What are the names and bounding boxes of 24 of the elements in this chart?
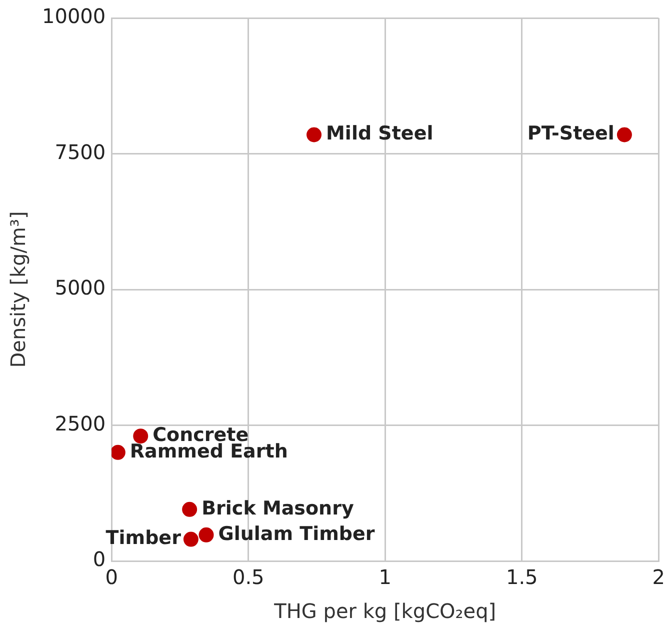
annotation: Mild Steel [326,122,434,145]
x-tick-label: 1.5 [506,565,538,590]
x-tick-label: 2 [652,565,666,590]
y-tick-label: 10000 [42,4,106,28]
point [182,502,198,517]
point [616,127,632,142]
point [133,428,148,444]
point [112,444,126,460]
x-axis-title: THG per kg [kgCO₂eq] [273,599,496,624]
y-tick-label: 7500 [54,140,106,164]
y-tick-label: 2500 [54,411,106,436]
point [183,532,198,547]
annotation: Rammed Earth [130,440,288,462]
y-axis-title: Density [kg/m³] [6,211,30,368]
x-tick-label: 0.5 [232,565,264,590]
annotation: Glulam Timber [218,522,376,545]
annotation: Timber [106,527,182,550]
y-tick-label: 5000 [54,276,106,300]
point [306,127,322,142]
x-tick-label: 1 [378,565,392,590]
annotation: Brick Masonry [202,497,354,520]
annotation: PT-Steel [527,122,614,145]
point [198,527,214,542]
y-tick-label: 0 [92,547,106,572]
